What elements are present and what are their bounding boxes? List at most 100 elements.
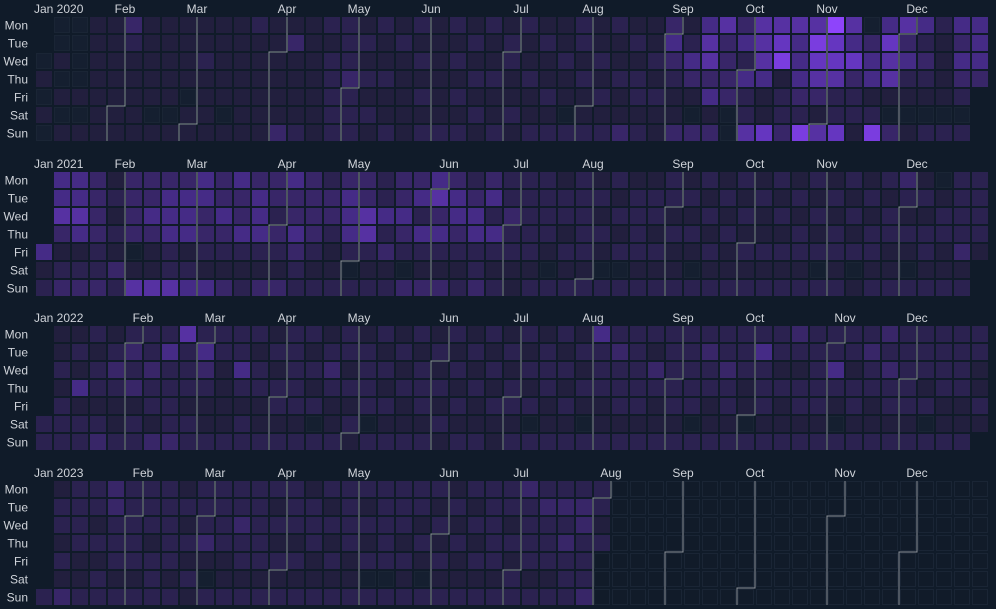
heatmap-cell [180,380,196,396]
heatmap-cell [882,208,898,224]
heatmap-cell [342,35,358,51]
heatmap-cell [306,89,322,105]
heatmap-cell [630,398,646,414]
heatmap-cell [882,571,898,587]
heatmap-cell [792,434,808,450]
heatmap-cell [324,398,340,414]
heatmap-cell [882,517,898,533]
heatmap-cell [504,226,520,242]
heatmap-cell [720,35,736,51]
heatmap-cell [468,380,484,396]
heatmap-cell [630,172,646,188]
heatmap-cell [36,71,52,87]
heatmap-cell [468,571,484,587]
heatmap-cell [126,208,142,224]
heatmap-cell [612,226,628,242]
heatmap-cell [234,535,250,551]
heatmap-cell [90,344,106,360]
heatmap-cell [540,571,556,587]
heatmap-cell [162,517,178,533]
heatmap-cell [576,553,592,569]
heatmap-cell [594,226,610,242]
heatmap-cell [702,71,718,87]
month-label-oct: Oct [746,157,765,171]
heatmap-cell [360,89,376,105]
heatmap-cell [324,362,340,378]
month-label-jun: Jun [439,311,458,325]
heatmap-cell [432,53,448,69]
heatmap-cell [774,89,790,105]
heatmap-cell [918,244,934,260]
heatmap-cell [900,125,916,141]
heatmap-cell [432,398,448,414]
heatmap-cell [108,226,124,242]
heatmap-cell [576,244,592,260]
heatmap-cell [324,226,340,242]
heatmap-cell [900,244,916,260]
month-label-mar: Mar [205,466,226,480]
heatmap-cell [54,499,70,515]
heatmap-cell [360,481,376,497]
heatmap-cell [216,262,232,278]
heatmap-cell [684,553,700,569]
heatmap-cell [504,280,520,296]
heatmap-cell [108,481,124,497]
heatmap-cell [450,481,466,497]
heatmap-cell [468,17,484,33]
heatmap-cell [306,280,322,296]
heatmap-cell [540,53,556,69]
heatmap-cell [54,17,70,33]
heatmap-cell [324,280,340,296]
heatmap-cell [252,107,268,123]
heatmap-cell [468,362,484,378]
heatmap-cell [558,398,574,414]
heatmap-cell [504,244,520,260]
heatmap-cell [288,89,304,105]
heatmap-cell [234,280,250,296]
heatmap-cell [36,244,52,260]
heatmap-cell [702,380,718,396]
heatmap-cell [378,398,394,414]
month-label-feb: Feb [133,466,154,480]
heatmap-cell [810,398,826,414]
heatmap-cell [522,35,538,51]
heatmap-cell [72,499,88,515]
heatmap-cell [252,53,268,69]
heatmap-cell [432,434,448,450]
month-label-dec: Dec [906,466,927,480]
heatmap-cell [486,571,502,587]
heatmap-cell [774,398,790,414]
heatmap-cell [540,499,556,515]
heatmap-cell [108,535,124,551]
heatmap-cell [306,190,322,206]
heatmap-cell [558,589,574,605]
heatmap-cell [684,17,700,33]
heatmap-cell [936,172,952,188]
heatmap-cell [900,262,916,278]
heatmap-cell [720,71,736,87]
heatmap-cell [234,571,250,587]
heatmap-cell [630,517,646,533]
heatmap-cell [180,517,196,533]
heatmap-cell [774,481,790,497]
month-label-sep: Sep [672,311,694,325]
heatmap-cell [396,380,412,396]
heatmap-cell [522,244,538,260]
heatmap-cell [108,89,124,105]
heatmap-cell [216,53,232,69]
month-label-apr: Apr [278,157,297,171]
heatmap-cell [666,262,682,278]
heatmap-cell [486,434,502,450]
heatmap-cell [954,71,970,87]
heatmap-cell [648,481,664,497]
heatmap-cell [810,89,826,105]
heatmap-cell [612,262,628,278]
heatmap-cell [468,71,484,87]
day-label-sun: Sun [7,127,28,141]
heatmap-cell [756,380,772,396]
heatmap-cell [198,481,214,497]
heatmap-cell [792,416,808,432]
heatmap-cell [72,571,88,587]
heatmap-cell [342,517,358,533]
heatmap-cell [486,416,502,432]
